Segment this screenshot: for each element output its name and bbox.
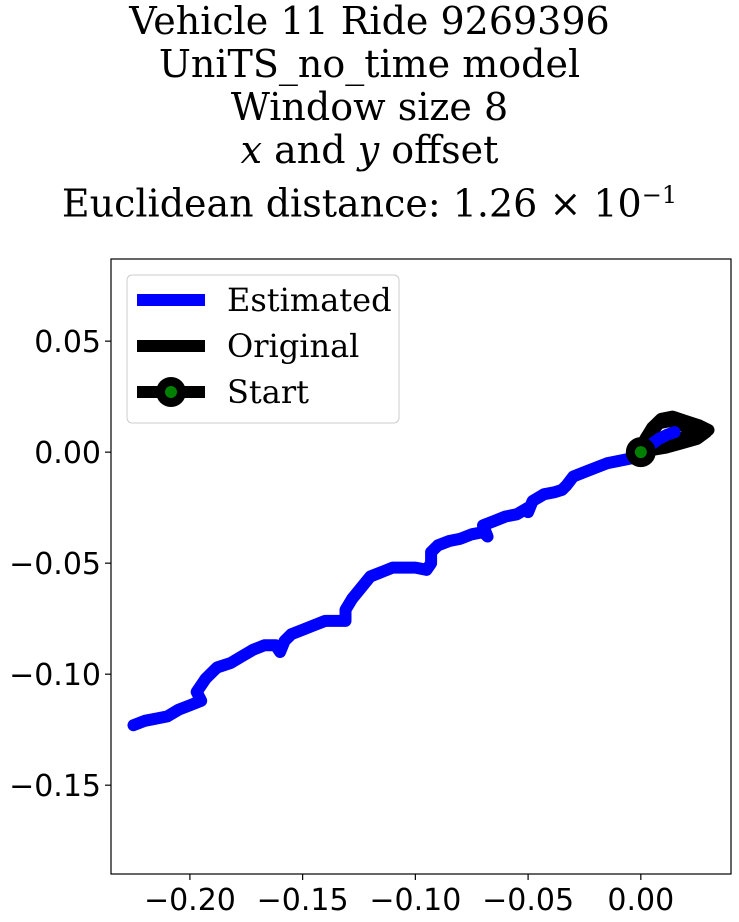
title-var-y: y	[357, 128, 380, 172]
y-tick-label: 0.05	[34, 325, 101, 360]
title-offset: offset	[379, 128, 499, 172]
x-tick-label: −0.10	[369, 883, 461, 918]
y-tick-label: −0.10	[9, 658, 101, 693]
legend-label: Estimated	[227, 281, 392, 319]
legend-start-marker-inner	[165, 386, 177, 398]
start-marker-inner	[634, 446, 647, 459]
series-estimated-line	[127, 426, 681, 732]
data-layer	[127, 410, 715, 732]
axis-ticks: −0.20 −0.15 −0.10 −0.05 0.00 0.05 0.00 −0.05 −0.…	[9, 325, 674, 918]
title-var-x: x	[240, 128, 263, 172]
axes-frame	[110, 258, 732, 875]
y-tick-label: −0.15	[9, 769, 101, 804]
x-tick-label: −0.05	[482, 883, 574, 918]
legend: Estimated Original Start	[126, 274, 400, 424]
x-tick-label: 0.00	[607, 883, 674, 918]
title-line-5: Euclidean distance: 1.26 × 10−1	[0, 174, 739, 226]
title-distance-exponent: −1	[641, 181, 678, 209]
title-distance-times: × 10	[537, 181, 642, 226]
title-line-1: Vehicle 11 Ride 9269396	[129, 0, 610, 43]
title-line-4: x and y offset	[0, 129, 739, 172]
title-distance-mantissa: 1.26	[452, 181, 538, 226]
x-tick-label: −0.15	[257, 883, 349, 918]
title-distance-prefix: Euclidean distance:	[61, 181, 453, 226]
chart-title: Vehicle 11 Ride 9269396 UniTS_no_time mo…	[0, 0, 739, 226]
y-tick-label: −0.05	[9, 547, 101, 582]
legend-label: Start	[227, 373, 309, 411]
y-tick-label: 0.00	[34, 436, 101, 471]
legend-label: Original	[227, 327, 359, 365]
title-line-2: UniTS_no_time model	[158, 42, 581, 86]
title-line-3: Window size 8	[230, 85, 509, 129]
x-tick-label: −0.20	[144, 883, 236, 918]
title-and: and	[262, 128, 358, 172]
